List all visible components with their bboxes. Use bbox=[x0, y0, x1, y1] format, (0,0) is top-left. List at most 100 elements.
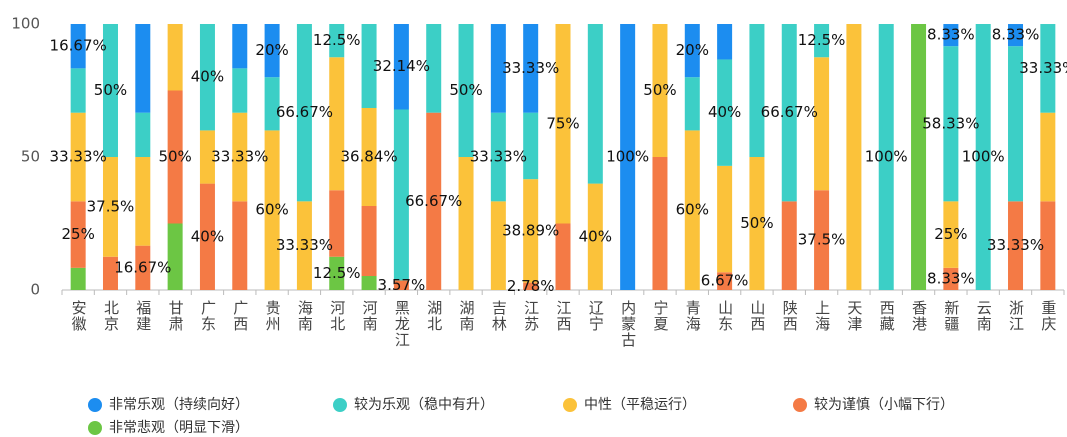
bar-segment bbox=[975, 24, 991, 290]
data-label: 33.33% bbox=[470, 148, 527, 166]
bar-segment bbox=[523, 112, 539, 180]
x-tick-label: 新疆 bbox=[942, 300, 960, 332]
x-tick-label: 贵州 bbox=[264, 300, 282, 332]
x-tick-label: 重庆 bbox=[1039, 300, 1057, 332]
bar-segment bbox=[814, 24, 830, 58]
bar-segment bbox=[393, 24, 409, 110]
bar-segment bbox=[329, 256, 345, 290]
data-label: 38.89% bbox=[502, 221, 559, 239]
data-label: 50% bbox=[740, 214, 773, 232]
data-label: 60% bbox=[676, 201, 709, 219]
data-label: 8.33% bbox=[992, 26, 1040, 44]
x-tick-label: 辽宁 bbox=[587, 300, 605, 332]
bar-segment bbox=[1040, 201, 1056, 290]
data-label: 2.78% bbox=[507, 277, 555, 295]
x-tick-label: 湖南 bbox=[458, 300, 476, 332]
x-tick-label: 云南 bbox=[975, 300, 993, 332]
data-label: 100% bbox=[865, 148, 908, 166]
data-label: 33.33% bbox=[211, 148, 268, 166]
x-tick-label: 江西 bbox=[555, 300, 573, 332]
bar-segment bbox=[167, 24, 183, 91]
bar-segment bbox=[70, 24, 86, 69]
data-label: 12.5% bbox=[798, 31, 846, 49]
data-label: 20% bbox=[676, 41, 709, 59]
x-tick-label: 湖北 bbox=[425, 300, 443, 332]
x-tick-label: 内蒙古 bbox=[619, 300, 637, 348]
bar-segment bbox=[329, 190, 345, 257]
bar-segment bbox=[70, 68, 86, 113]
legend-marker bbox=[88, 421, 102, 435]
data-label: 66.67% bbox=[405, 192, 462, 210]
bar-segment bbox=[749, 24, 765, 157]
data-label: 58.33% bbox=[922, 114, 979, 132]
bar-segment bbox=[814, 57, 830, 191]
x-tick-label: 广西 bbox=[231, 300, 249, 332]
data-label: 33.33% bbox=[502, 59, 559, 77]
data-label: 32.14% bbox=[373, 57, 430, 75]
x-tick-label: 西藏 bbox=[878, 300, 896, 332]
x-tick-label: 河北 bbox=[328, 300, 346, 332]
data-label: 75% bbox=[546, 114, 579, 132]
data-label: 8.33% bbox=[927, 26, 975, 44]
bar-segment bbox=[135, 245, 151, 290]
legend-marker bbox=[88, 398, 102, 412]
bar-segment bbox=[620, 24, 636, 290]
bar-segment bbox=[102, 157, 118, 257]
data-label: 50% bbox=[643, 81, 676, 99]
data-label: 33.33% bbox=[1019, 59, 1067, 77]
bar-segment bbox=[523, 282, 539, 290]
x-tick-label: 山西 bbox=[748, 300, 766, 332]
data-label: 12.5% bbox=[313, 264, 361, 282]
x-tick-label: 香港 bbox=[910, 300, 928, 332]
x-tick-label: 青海 bbox=[684, 300, 702, 332]
x-tick-label: 黑龙江 bbox=[393, 300, 411, 348]
legend-label: 较为谨慎（小幅下行） bbox=[814, 397, 954, 413]
bar-segment bbox=[167, 90, 183, 224]
data-label: 66.67% bbox=[276, 103, 333, 121]
bar-segment bbox=[814, 190, 830, 290]
bar-segment bbox=[361, 24, 377, 109]
bar-segment bbox=[587, 183, 603, 290]
x-tick-label: 甘肃 bbox=[167, 300, 185, 332]
x-tick-label: 福建 bbox=[134, 300, 152, 332]
bar-segment bbox=[555, 24, 571, 224]
bar-segment bbox=[1008, 24, 1024, 47]
bar-segment bbox=[232, 24, 248, 69]
bar-segment bbox=[264, 130, 280, 290]
x-tick-label: 河南 bbox=[361, 300, 379, 332]
legend-marker bbox=[563, 398, 577, 412]
bar-segment bbox=[943, 267, 959, 290]
x-tick-label: 北京 bbox=[102, 300, 120, 332]
bar-segment bbox=[426, 112, 442, 290]
x-tick-label: 浙江 bbox=[1007, 300, 1025, 332]
bar-segment bbox=[70, 112, 86, 202]
legend-marker bbox=[793, 398, 807, 412]
data-label: 100% bbox=[962, 148, 1005, 166]
data-label: 66.67% bbox=[761, 103, 818, 121]
bar-segment bbox=[232, 68, 248, 113]
x-tick-label: 吉林 bbox=[490, 300, 508, 332]
legend-label: 中性（平稳运行） bbox=[584, 397, 696, 413]
data-label: 33.33% bbox=[987, 236, 1044, 254]
bar-segment bbox=[717, 272, 733, 290]
x-tick-label: 海南 bbox=[296, 300, 314, 332]
x-tick-label: 山东 bbox=[716, 300, 734, 332]
bar-segment bbox=[523, 179, 539, 283]
bar-segment bbox=[329, 24, 345, 58]
bar-segment bbox=[135, 24, 151, 113]
bar-segment bbox=[943, 46, 959, 202]
x-tick-label: 天津 bbox=[845, 300, 863, 332]
data-label: 40% bbox=[191, 227, 224, 245]
bar-segment bbox=[684, 24, 700, 78]
data-label: 50% bbox=[449, 81, 482, 99]
bar-segment bbox=[1040, 112, 1056, 202]
data-label: 33.33% bbox=[50, 148, 107, 166]
x-tick-label: 上海 bbox=[813, 300, 831, 332]
y-tick-label: 100 bbox=[11, 15, 40, 33]
data-label: 6.67% bbox=[701, 272, 749, 290]
bar-segment bbox=[652, 24, 668, 157]
bar-segment bbox=[70, 201, 86, 268]
bar-segment bbox=[329, 57, 345, 191]
bar-segment bbox=[135, 112, 151, 157]
